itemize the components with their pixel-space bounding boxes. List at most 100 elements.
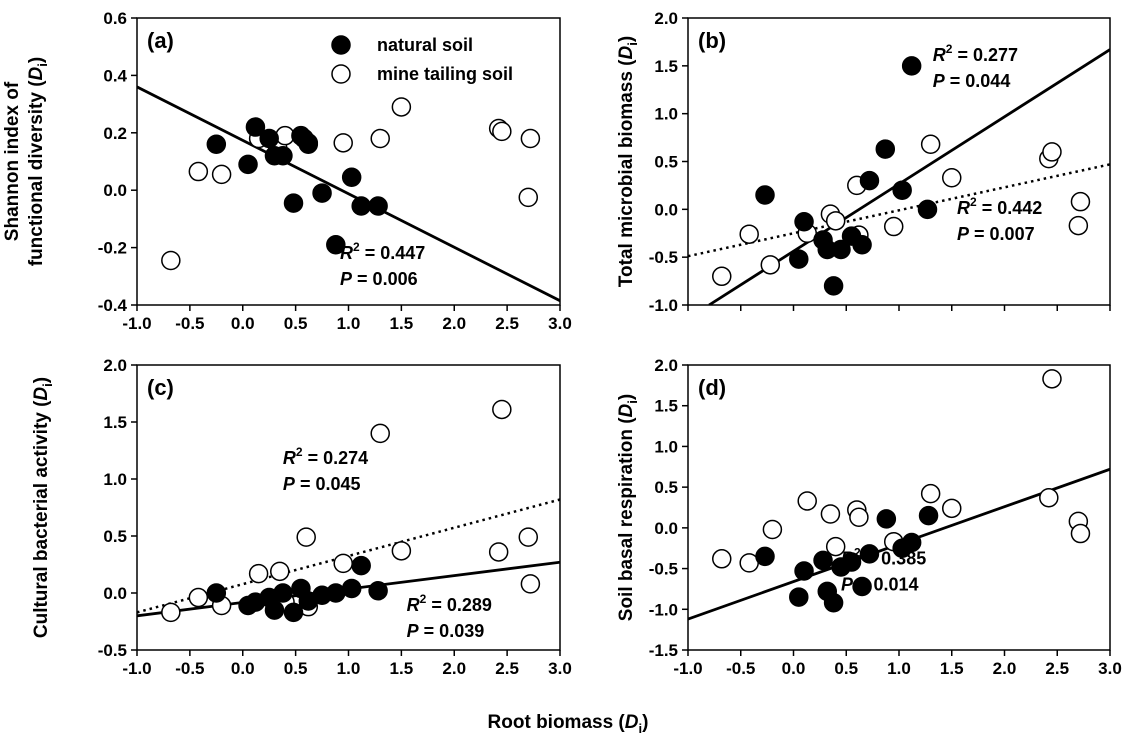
x-tick-label: 1.0	[337, 314, 361, 333]
point-natural	[755, 546, 775, 567]
point-mine	[1068, 215, 1089, 236]
y-tick-label: 0.0	[654, 519, 678, 538]
point-mine	[296, 527, 316, 547]
y-tick-label: -0.4	[98, 296, 128, 315]
y-tick-label: -0.5	[649, 560, 678, 579]
y-tick-label: 2.0	[654, 356, 678, 375]
y-tick-label: 1.0	[654, 437, 678, 456]
p-value-label: P = 0.045	[283, 474, 361, 494]
x-tick-label: 2.5	[495, 659, 519, 678]
point-natural	[341, 167, 362, 188]
point-mine	[849, 507, 869, 528]
y-tick-label: 2.0	[654, 9, 678, 28]
y-tick-label: 0.0	[103, 181, 127, 200]
point-mine	[760, 255, 781, 275]
point-mine	[248, 563, 269, 584]
p-value-label: P = 0.039	[407, 621, 485, 641]
point-mine	[391, 97, 412, 117]
x-tick-label: 1.0	[887, 659, 911, 678]
point-natural	[283, 602, 304, 623]
x-tick-label: 0.5	[284, 659, 308, 678]
x-tick-label: 1.0	[337, 659, 361, 678]
r-squared-label: R2 = 0.442	[957, 195, 1042, 218]
point-mine	[1039, 487, 1059, 508]
p-value-label: P = 0.006	[340, 269, 418, 289]
point-mine	[942, 168, 962, 188]
point-mine	[883, 216, 904, 237]
legend-marker-natural	[331, 35, 351, 55]
panel-label: (c)	[147, 375, 174, 400]
point-mine	[1042, 142, 1062, 162]
point-natural	[789, 249, 809, 269]
point-natural	[264, 600, 285, 620]
point-natural	[831, 239, 851, 260]
point-natural	[283, 193, 304, 213]
point-mine	[188, 587, 209, 608]
point-natural	[852, 234, 872, 255]
y-tick-label: -1.0	[649, 296, 678, 315]
point-natural	[813, 550, 833, 571]
x-tick-label: 1.5	[390, 314, 414, 333]
regression-line-dotted	[688, 163, 1110, 258]
point-mine	[762, 519, 783, 540]
x-axis-title: Root biomass (Di)	[488, 712, 649, 736]
point-mine	[1042, 369, 1062, 389]
x-tick-label: -1.0	[122, 659, 151, 678]
legend: natural soil mine tailing soil	[331, 35, 513, 84]
point-natural	[341, 578, 362, 599]
point-mine	[370, 128, 390, 149]
y-axis-title: Shannon index of functional diversity (Di…	[2, 57, 50, 267]
point-mine	[161, 250, 181, 271]
point-mine	[825, 211, 846, 231]
point-mine	[520, 128, 541, 149]
point-mine	[825, 536, 846, 557]
r-squared-label: R2 = 0.289	[407, 592, 492, 615]
y-tick-label: 1.0	[103, 470, 127, 489]
y-tick-label: 1.5	[654, 57, 678, 76]
point-natural	[901, 56, 922, 76]
point-natural	[794, 561, 814, 581]
x-tick-label: 3.0	[548, 314, 572, 333]
y-tick-label: 1.5	[103, 413, 127, 432]
point-natural	[794, 212, 814, 232]
point-mine	[712, 266, 732, 287]
point-mine	[942, 498, 962, 519]
point-mine	[797, 491, 817, 511]
point-mine	[739, 224, 759, 244]
regression-line-solid	[137, 85, 560, 302]
r-squared-label: R2 = 0.447	[340, 240, 425, 263]
point-mine	[333, 133, 353, 153]
x-tick-label: 0.5	[284, 314, 308, 333]
y-axis-title: Cultural bacterial activity (Di)	[31, 377, 55, 638]
panel-b: -1.0 -0.5 0.0 0.5 1.0 1.5 2.0 Total microbial b…	[616, 9, 1111, 315]
y-tick-label: 1.0	[654, 105, 678, 124]
x-tick-label: -0.5	[175, 659, 204, 678]
y-tick-label: -0.5	[649, 248, 678, 267]
x-tick-label: 2.0	[442, 659, 466, 678]
point-natural	[841, 552, 862, 572]
y-tick-label: 0.6	[103, 9, 127, 28]
point-natural	[875, 139, 896, 159]
y-tick-label: 0.4	[103, 66, 127, 85]
point-natural	[859, 170, 880, 191]
x-tick-label: 1.5	[390, 659, 414, 678]
point-natural	[901, 532, 922, 553]
plot-frame	[687, 364, 1111, 651]
point-mine	[391, 541, 412, 561]
y-tick-label: 1.5	[654, 397, 678, 416]
y-tick-label: 0.0	[103, 584, 127, 603]
x-tick-label: -0.5	[726, 659, 755, 678]
point-natural	[823, 593, 844, 613]
p-value-label: P = 0.044	[933, 71, 1011, 91]
x-tick-label: 3.0	[1098, 659, 1122, 678]
y-tick-label: 0.5	[654, 478, 678, 497]
r-squared-label: R2 = 0.277	[933, 42, 1018, 65]
y-axis-title: Total microbial biomass (Di)	[616, 36, 640, 287]
panel-d: -1.0 -0.5 0.0 0.5 1.0 1.5 2.0 2.5 3.0-1.5-1.0-0.…	[616, 356, 1122, 678]
point-mine	[370, 423, 390, 444]
x-tick-label: 0.0	[231, 659, 255, 678]
x-tick-label: 2.0	[442, 314, 466, 333]
point-mine	[920, 134, 941, 155]
panel-label: (d)	[698, 375, 726, 400]
